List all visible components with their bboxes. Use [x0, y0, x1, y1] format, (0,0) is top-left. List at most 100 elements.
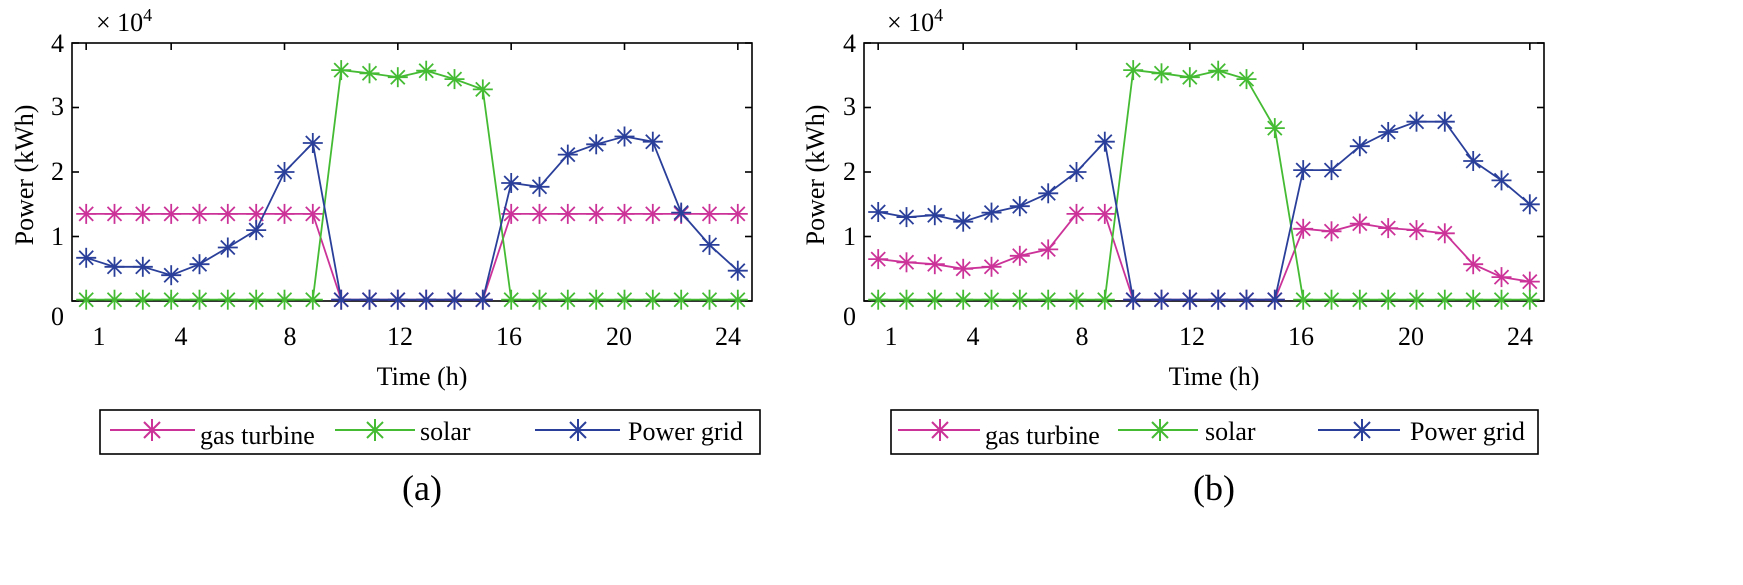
data-point-solar [189, 289, 210, 310]
y-tick-label: 1 [51, 222, 64, 251]
data-point-gas-turbine [189, 203, 210, 224]
x-tick-labels: 1 4 8 12 16 20 24 [93, 322, 742, 351]
data-point-gas-turbine [1066, 203, 1087, 224]
data-point-gas-turbine [953, 258, 974, 279]
data-point-power-grid [1519, 194, 1540, 215]
legend-label-gas-turbine: gas turbine [200, 421, 315, 450]
data-point-solar [727, 289, 748, 310]
series-line-power-grid [878, 120, 1531, 301]
data-point-solar [981, 289, 1002, 310]
data-point-gas-turbine [302, 203, 323, 224]
y-tick-label: 3 [51, 92, 64, 121]
data-point-solar [274, 289, 295, 310]
data-point-solar [161, 289, 182, 310]
x-tick-label: 16 [496, 322, 522, 351]
data-point-power-grid [981, 202, 1002, 223]
exponent-power: 4 [143, 5, 152, 25]
data-point-solar [1491, 289, 1512, 310]
legend-marker-gas-turbine [929, 419, 951, 441]
data-point-gas-turbine [529, 203, 550, 224]
data-point-power-grid [1123, 289, 1144, 310]
data-point-gas-turbine [1293, 218, 1314, 239]
data-point-power-grid [444, 289, 465, 310]
legend-marker-solar [1149, 419, 1171, 441]
x-tick-label: 16 [1288, 322, 1314, 351]
data-point-power-grid [671, 202, 692, 223]
data-point-power-grid [416, 289, 437, 310]
data-point-gas-turbine [161, 203, 182, 224]
data-point-power-grid [1009, 196, 1030, 217]
legend-marker-gas-turbine [141, 419, 163, 441]
legend-label-power-grid: Power grid [1410, 417, 1525, 446]
data-point-solar [557, 289, 578, 310]
legend-marker-power-grid [567, 419, 589, 441]
x-tick-label: 8 [284, 322, 297, 351]
data-point-power-grid [472, 289, 493, 310]
data-point-solar [387, 67, 408, 88]
data-point-gas-turbine [1038, 239, 1059, 260]
data-point-solar [1519, 289, 1540, 310]
data-point-power-grid [896, 207, 917, 228]
y-tick-label: 0 [843, 302, 856, 331]
data-point-gas-turbine [642, 203, 663, 224]
x-tick-label: 8 [1076, 322, 1089, 351]
data-point-power-grid [1179, 289, 1200, 310]
data-point-gas-turbine [924, 254, 945, 275]
data-point-power-grid [1066, 162, 1087, 182]
data-point-solar [1434, 289, 1455, 310]
data-point-solar [586, 289, 607, 310]
x-tick-label: 12 [1179, 322, 1205, 351]
data-point-solar [132, 289, 153, 310]
legend-label-power-grid: Power grid [628, 417, 743, 446]
data-point-gas-turbine [586, 203, 607, 224]
data-point-solar [1208, 60, 1229, 81]
data-point-gas-turbine [614, 203, 635, 224]
data-point-power-grid [359, 289, 380, 310]
y-tick-label: 4 [843, 29, 856, 58]
x-tick-labels: 1 4 8 12 16 20 24 [885, 322, 1534, 351]
legend-marker-power-grid [1351, 419, 1373, 441]
data-point-solar [1009, 289, 1030, 310]
data-point-gas-turbine [76, 203, 97, 224]
y-tick-label: 2 [51, 157, 64, 186]
data-point-gas-turbine [104, 203, 125, 224]
series-line-solar [86, 69, 738, 301]
data-point-solar [1123, 60, 1144, 81]
x-axis-title: Time (h) [377, 362, 468, 391]
data-point-gas-turbine [217, 203, 238, 224]
data-point-power-grid [331, 289, 352, 310]
data-point-power-grid [501, 173, 522, 193]
data-point-power-grid [132, 256, 153, 277]
exponent-power: 4 [934, 5, 943, 25]
data-point-power-grid [529, 176, 550, 197]
data-point-solar [217, 289, 238, 310]
data-point-power-grid [302, 133, 323, 153]
data-point-power-grid [1378, 122, 1399, 142]
data-point-gas-turbine [1378, 218, 1399, 239]
data-point-power-grid [1151, 289, 1172, 310]
data-point-power-grid [1491, 170, 1512, 191]
panel-caption: (b) [1193, 468, 1235, 508]
data-point-power-grid [1293, 160, 1314, 181]
data-point-solar [529, 289, 550, 310]
series-solar [868, 60, 1540, 310]
data-point-solar [104, 289, 125, 310]
data-point-gas-turbine [1491, 267, 1512, 288]
data-point-power-grid [161, 265, 182, 286]
data-point-power-grid [1264, 289, 1285, 310]
plot-area-a [71, 42, 753, 310]
data-point-solar [1378, 289, 1399, 310]
data-point-solar [246, 289, 267, 310]
x-tick-label: 24 [1507, 322, 1533, 351]
data-point-power-grid [1038, 183, 1059, 204]
data-point-solar [76, 289, 97, 310]
data-point-solar [699, 289, 720, 310]
data-point-gas-turbine [1009, 245, 1030, 266]
legend: gas turbine solar Power grid [99, 409, 761, 455]
data-point-power-grid [1236, 289, 1257, 310]
data-point-power-grid [1094, 131, 1115, 152]
series-power-grid [76, 126, 748, 310]
panel-b: × 104 Power (kWh) 0 1 2 3 4 1 4 8 12 16 … [801, 5, 1545, 508]
data-point-power-grid [246, 220, 267, 241]
